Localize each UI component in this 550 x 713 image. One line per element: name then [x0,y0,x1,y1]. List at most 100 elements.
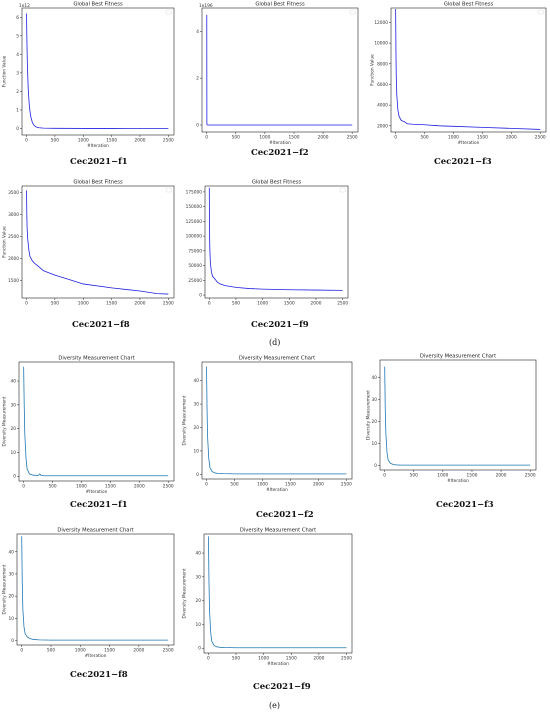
y-tick-label: 40 [9,549,15,555]
x-tick-label: 500 [48,484,56,490]
y-tick-label: 10 [196,622,202,628]
y-tick-label: 10 [9,616,15,622]
caption-d-f9: Cec2021−f9 [251,320,309,330]
x-tick-label: 2500 [341,482,352,488]
y-axis-label: Function Value [2,226,8,258]
x-tick-label: 500 [230,482,238,488]
legend-box [165,187,172,193]
x-axis-label: #Iteration [269,140,291,146]
chart-title: Diversity Measurement Chart [239,356,315,362]
y-tick-label: 30 [196,574,202,580]
x-tick-label: 0 [208,301,211,307]
y-tick-label: 30 [372,397,378,403]
chart-title: Global Best Fitness [73,2,123,8]
y-tick-label: 40 [11,379,17,385]
y-tick-label: 50000 [188,263,202,269]
x-tick-label: 2500 [347,135,358,141]
y-tick-label: 0 [11,638,14,644]
x-tick-label: 500 [47,648,55,654]
caption-e-f1: Cec2021−f1 [70,500,128,510]
x-tick-label: 1500 [284,301,295,307]
x-tick-label: 2500 [535,135,546,141]
x-tick-label: 1000 [259,135,270,141]
axis-offset-text: 1e196 [199,3,213,9]
y-tick-label: 0 [16,126,19,132]
chart-title: Global Best Fitness [73,180,123,186]
y-tick-label: 2 [196,76,199,82]
y-tick-label: 100000 [186,234,203,240]
x-tick-label: 1500 [105,484,116,490]
y-tick-label: 12000 [374,20,388,26]
y-tick-label: 3 [16,70,19,76]
x-tick-label: 0 [25,138,28,144]
y-tick-label: 0 [374,463,377,469]
y-tick-label: 125000 [186,219,203,225]
x-tick-label: 1000 [257,482,268,488]
y-tick-label: 0 [198,646,201,652]
y-tick-label: 8000 [377,61,388,67]
y-tick-label: 2500 [8,234,19,240]
y-tick-label: 2000 [377,123,388,129]
caption-d-f3: Cec2021−f3 [434,157,492,167]
y-tick-label: 0 [196,472,199,478]
series-line [208,187,343,291]
caption-e-f2: Cec2021−f2 [256,510,314,520]
x-tick-label: 0 [20,648,23,654]
y-tick-label: 20 [11,426,17,432]
caption-d-f2: Cec2021−f2 [251,148,309,158]
x-tick-label: 2000 [496,473,507,479]
y-tick-label: 0 [196,122,199,128]
x-tick-label: 0 [25,301,28,307]
chart-title: Diversity Measurement Chart [420,354,496,360]
series-line [23,366,169,477]
x-tick-label: 1500 [289,135,300,141]
legend-box [537,9,544,15]
section-label-d: (d) [269,338,281,347]
x-tick-label: 1000 [448,135,459,141]
x-axis-label: #Iteration [266,487,288,493]
x-tick-label: 0 [22,484,25,490]
plot-frame [201,7,359,133]
y-tick-label: 40 [194,378,200,384]
caption-d-f8: Cec2021−f8 [72,320,130,330]
y-tick-label: 75000 [188,248,202,254]
x-tick-label: 1000 [437,473,448,479]
x-tick-label: 500 [232,301,240,307]
plot-frame [203,533,353,654]
x-tick-label: 500 [51,138,59,144]
x-tick-label: 1000 [78,301,89,307]
y-axis-label: Diversity Measurement [366,390,372,440]
x-tick-label: 2000 [133,648,144,654]
x-tick-label: 1000 [75,648,86,654]
x-tick-label: 2000 [311,301,322,307]
y-tick-label: 10 [194,448,200,454]
y-tick-label: 3000 [8,212,19,218]
plot-frame [21,185,175,299]
x-tick-label: 500 [420,135,428,141]
section-label-e: (e) [269,701,280,710]
y-axis-label: Diversity Measurement [2,396,8,446]
x-axis-label: #Iteration [267,661,289,667]
x-tick-label: 2500 [163,648,174,654]
x-axis-label: #Iteration [458,140,480,146]
x-axis-label: #Iteration [85,653,107,659]
y-tick-label: 25000 [188,278,202,284]
x-tick-label: 2000 [313,656,324,662]
y-tick-label: 10000 [374,41,388,47]
y-tick-label: 5 [16,33,19,39]
chart-d-f2: Global Best Fitness 0 500 1000 1500 2000 2500 0… [188,0,364,152]
x-tick-label: 2500 [163,484,174,490]
x-axis-label: #Iteration [447,478,469,484]
legend-box [165,9,172,15]
y-tick-label: 6000 [377,82,388,88]
x-tick-label: 2500 [337,301,348,307]
series-line [21,536,169,641]
y-axis-label: Diversity Measurement [2,564,8,614]
x-axis-label: #Iteration [87,143,109,149]
y-tick-label: 3500 [8,190,19,196]
x-tick-label: 2000 [134,484,145,490]
x-tick-label: 0 [205,135,208,141]
x-tick-label: 0 [205,482,208,488]
x-tick-label: 2000 [135,138,146,144]
x-tick-label: 1500 [467,473,478,479]
